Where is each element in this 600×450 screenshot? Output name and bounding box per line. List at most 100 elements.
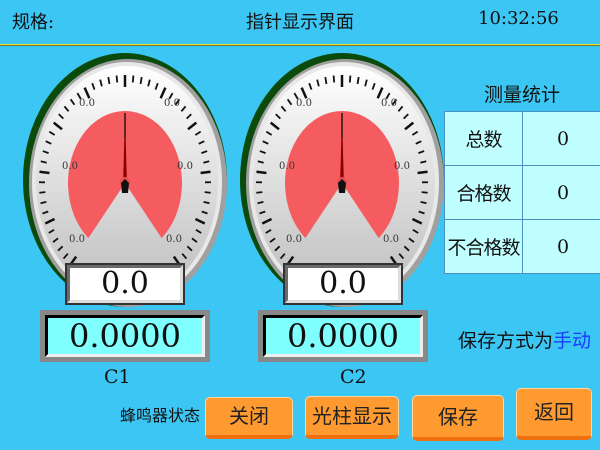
scale-label: 0.0 — [62, 161, 78, 172]
gauge-tick — [300, 87, 308, 99]
table-row: 合格数 0 — [444, 165, 600, 220]
gauge-tick — [180, 105, 187, 112]
save-mode: 保存方式为手动 — [458, 326, 591, 353]
gauge-tick — [398, 253, 405, 260]
gauge-tick — [385, 92, 391, 100]
gauge-tick — [411, 130, 419, 136]
gauge-tick — [412, 229, 419, 234]
close-button[interactable]: 关闭 — [205, 397, 293, 439]
save-mode-prefix: 保存方式为 — [458, 330, 554, 352]
gauge-tick — [420, 160, 427, 164]
gauge-tick — [269, 121, 280, 131]
gauge-tick — [83, 87, 91, 99]
gauge-tick — [324, 76, 328, 85]
gauge-tick — [147, 79, 151, 87]
gauge-tick — [371, 82, 376, 90]
save-button[interactable]: 保存 — [412, 395, 504, 441]
gauge-tick — [68, 255, 78, 267]
gauge-tick — [265, 229, 272, 234]
gauge-c1: 0.0 0.0 0.0 0.0 0.0 0.0 — [22, 52, 228, 308]
gauge-tick — [186, 245, 193, 252]
table-row: 总数 0 — [444, 111, 600, 166]
gauge-tick — [265, 130, 273, 136]
gauge-tick — [376, 87, 384, 99]
gauge-tick — [274, 245, 281, 252]
gauge-tick — [397, 105, 404, 112]
scale-label: 0.0 — [69, 234, 85, 245]
gauge-tick — [418, 210, 425, 215]
c2-reading: 0.0000 — [263, 315, 423, 357]
c1-label: C1 — [104, 366, 131, 388]
gauge-tick — [42, 210, 49, 215]
gauge-tick — [257, 201, 264, 205]
gauge-tick — [76, 92, 82, 100]
gauge-tick — [203, 160, 210, 164]
gauge-tick — [420, 201, 427, 205]
back-button[interactable]: 返回 — [516, 388, 592, 440]
gauge-tick — [39, 170, 50, 175]
buzzer-status-label: 蜂鸣器状态 — [120, 406, 201, 425]
gauge-tick — [257, 160, 264, 164]
stat-label: 不合格数 — [444, 219, 523, 274]
stats-table: 总数 0 合格数 0 不合格数 0 — [444, 111, 600, 274]
page-title: 指针显示界面 — [246, 12, 354, 33]
gauge-tick — [186, 113, 192, 120]
stat-label: 总数 — [444, 111, 523, 166]
stat-value: 0 — [522, 111, 600, 166]
gauge-tick — [203, 201, 210, 205]
gauge-tick — [259, 210, 266, 215]
needle — [123, 138, 127, 179]
bar-display-button[interactable]: 光柱显示 — [305, 396, 399, 439]
gauge-tick — [99, 79, 103, 87]
gauge-tick — [195, 229, 202, 234]
scale-label: 0.0 — [79, 98, 95, 109]
scale-label: 0.0 — [279, 161, 295, 172]
gauge-tick — [293, 92, 299, 100]
gauge-tick — [408, 237, 415, 243]
gauge-tick — [421, 191, 428, 194]
gauge-tick — [280, 105, 287, 112]
scale-label: 0.0 — [394, 161, 410, 172]
gauge-tick — [256, 170, 267, 175]
gauge-tick — [63, 105, 70, 112]
gauge-tick — [139, 76, 143, 85]
scale-label: 0.0 — [381, 98, 397, 109]
gauge-tick — [316, 79, 320, 87]
gauge-tick — [403, 113, 409, 120]
gauge-tick — [261, 217, 273, 225]
gauge-tick — [389, 255, 399, 267]
gauge-tick — [204, 191, 211, 194]
gauge-tick — [198, 140, 205, 145]
stat-label: 合格数 — [444, 165, 523, 220]
gauge-tick — [168, 92, 174, 100]
gauge-tick — [332, 75, 336, 83]
stat-value: 0 — [522, 219, 600, 274]
gauge-tick — [201, 150, 208, 154]
scale-label: 0.0 — [383, 234, 399, 245]
scale-label: 0.0 — [296, 98, 312, 109]
gauge-tick — [285, 255, 295, 267]
gauge-tick — [275, 113, 281, 120]
c1-reading-display: 0.0000 — [40, 310, 210, 362]
gauge-tick — [308, 82, 313, 90]
gauge-tick — [52, 121, 63, 131]
gauge-tick — [44, 217, 56, 225]
gauge-c2: 0.0 0.0 0.0 0.0 0.0 0.0 — [239, 52, 445, 308]
gauge-tick — [279, 253, 286, 260]
scale-label: 0.0 — [177, 161, 193, 172]
gauge-tick — [45, 140, 52, 145]
gauge-tick — [154, 82, 159, 90]
gauge-tick — [411, 217, 423, 225]
gauge-tick — [404, 121, 415, 131]
needle — [340, 138, 344, 179]
gauge-tick — [39, 191, 46, 194]
gauge-tick — [115, 75, 119, 83]
gauge-tick — [364, 79, 368, 87]
gauge-tick — [415, 140, 422, 145]
scale-label: 0.0 — [166, 234, 182, 245]
scale-label: 0.0 — [286, 234, 302, 245]
gauge-tick — [262, 140, 269, 145]
table-row: 不合格数 0 — [444, 219, 600, 274]
gauge-tick — [194, 130, 202, 136]
gauge-tick — [187, 121, 198, 131]
